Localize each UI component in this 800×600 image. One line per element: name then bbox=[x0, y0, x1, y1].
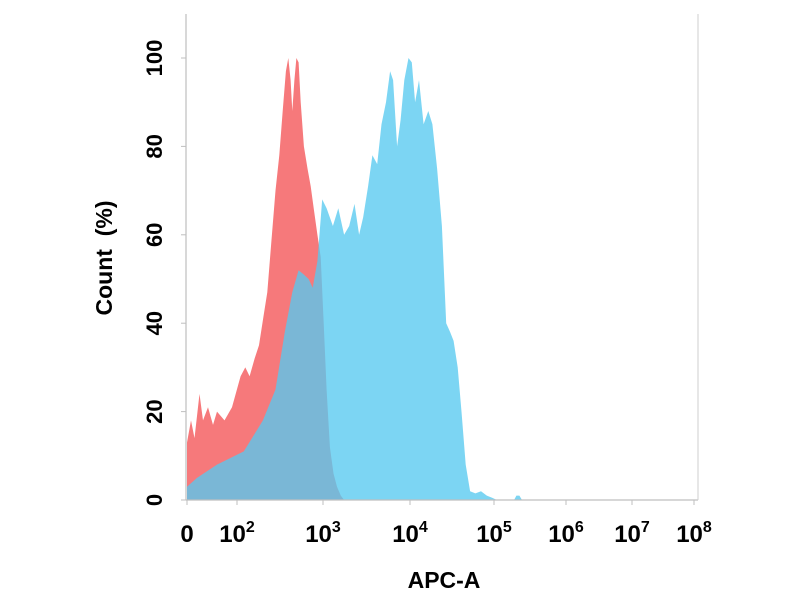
x-tick-exponent: 5 bbox=[503, 519, 512, 536]
y-tick-label: 60 bbox=[142, 223, 167, 247]
histogram-series-2 bbox=[187, 58, 586, 500]
x-axis-title: APC-A bbox=[408, 567, 481, 593]
y-tick-label: 0 bbox=[142, 494, 167, 506]
x-tick-exponent: 2 bbox=[246, 519, 255, 536]
plot-area bbox=[187, 58, 586, 500]
x-tick-exponent: 3 bbox=[332, 519, 341, 536]
axes bbox=[181, 14, 699, 505]
y-tick-label: 40 bbox=[142, 311, 167, 335]
y-axis-title: Count (%) bbox=[91, 201, 117, 316]
x-tick-exponent: 8 bbox=[703, 519, 712, 536]
y-tick-label: 100 bbox=[142, 40, 167, 77]
x-tick-label: 0 bbox=[180, 521, 193, 548]
x-tick-exponent: 6 bbox=[575, 519, 584, 536]
y-tick-label: 20 bbox=[142, 399, 167, 423]
y-tick-label: 80 bbox=[142, 134, 167, 158]
x-tick-exponent: 4 bbox=[419, 519, 428, 536]
x-tick-exponent: 7 bbox=[641, 519, 650, 536]
